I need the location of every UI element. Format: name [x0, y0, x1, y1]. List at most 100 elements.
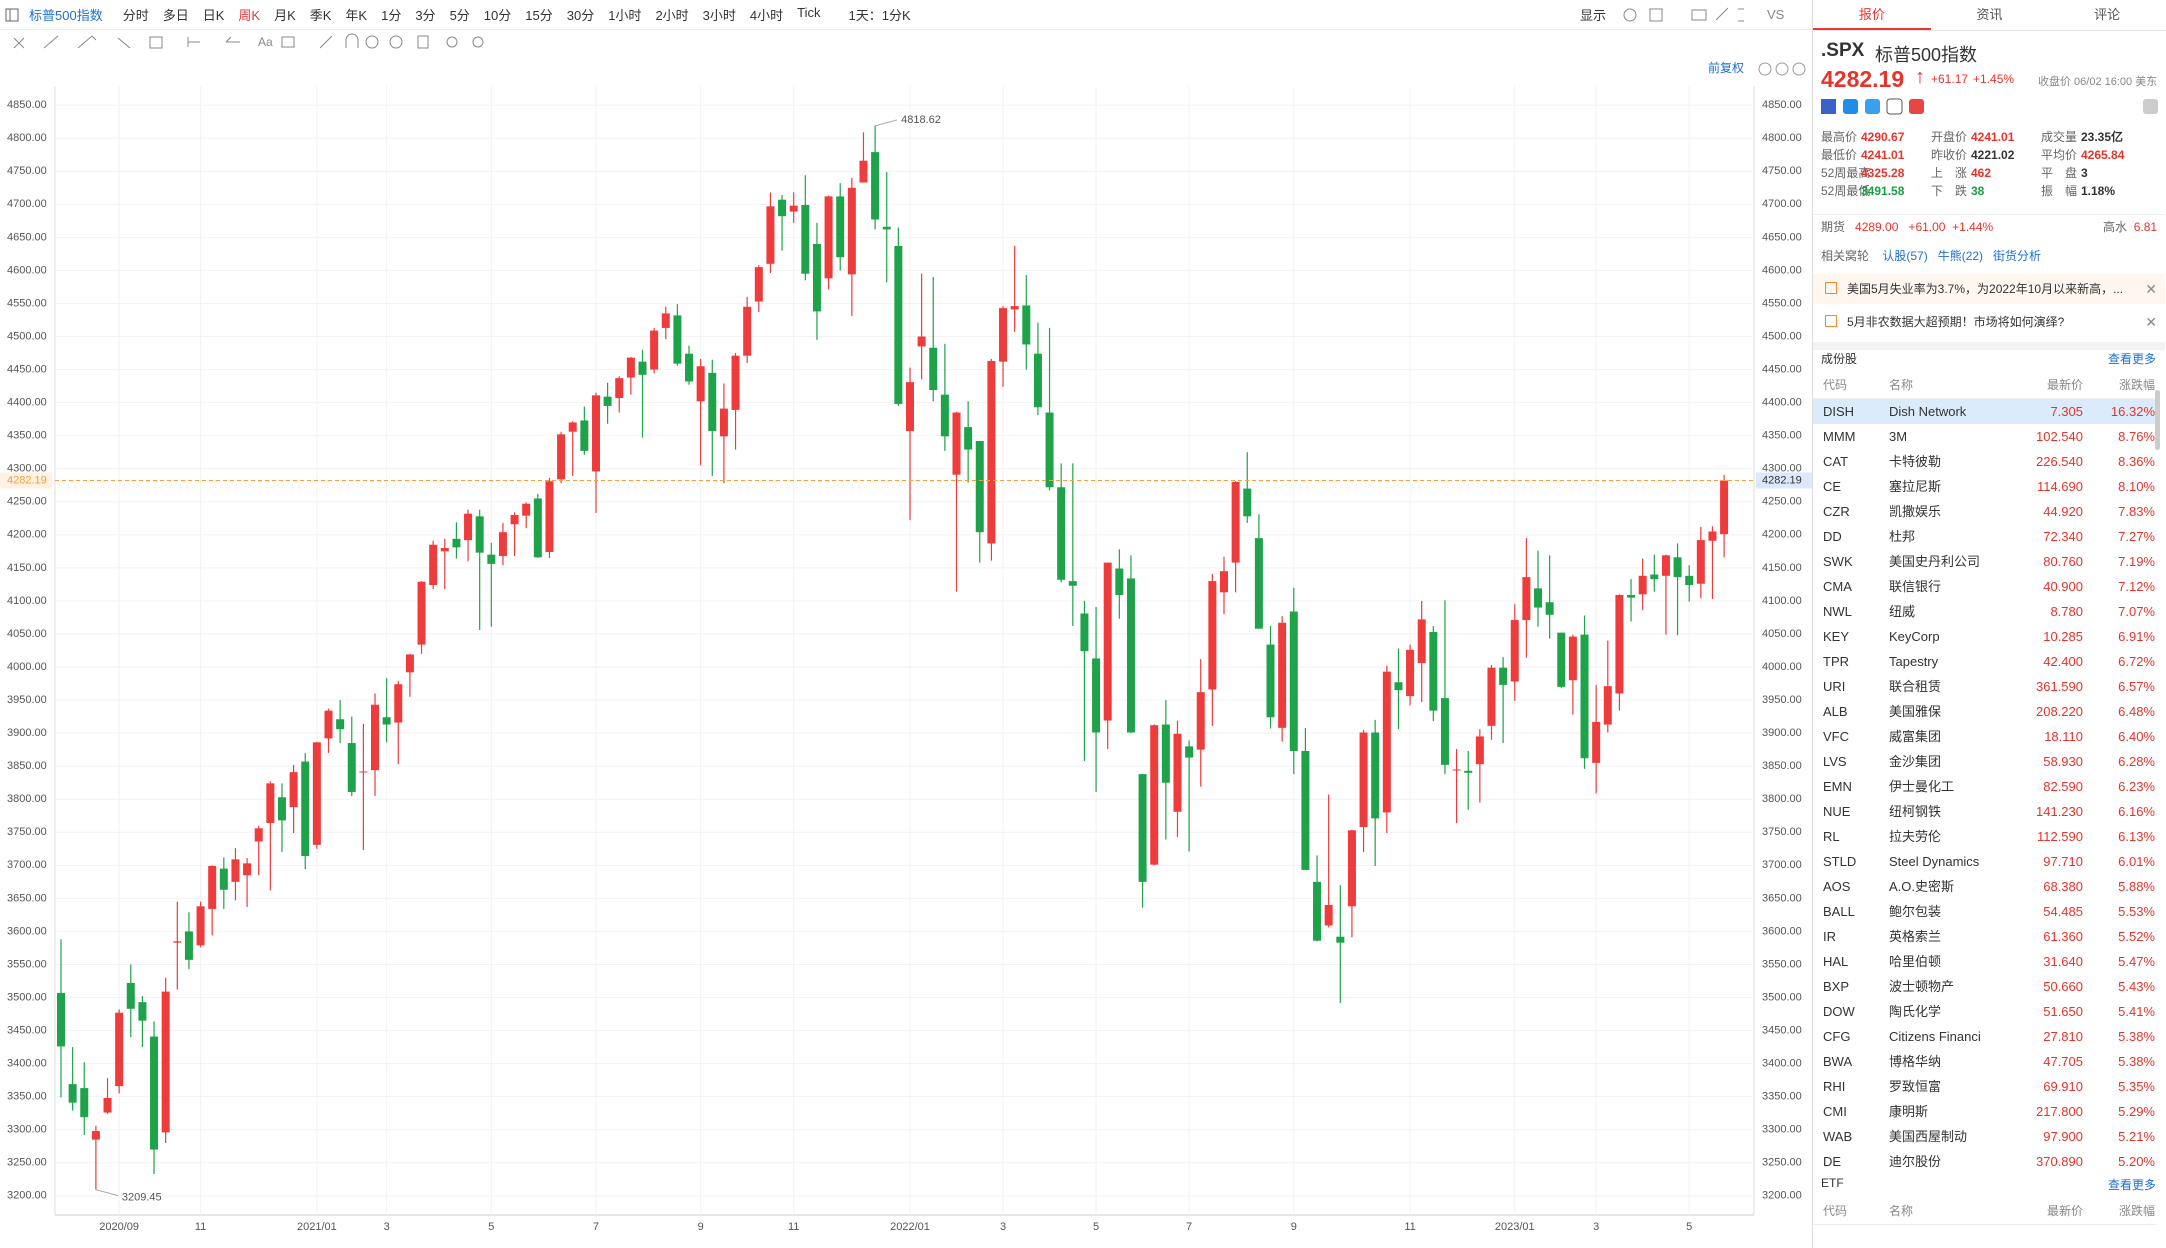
table-row[interactable]: DISH Dish Network 7.305 16.32%	[1813, 399, 2157, 424]
y-tick-label: 4650.00	[7, 231, 47, 243]
cell: 6.28%	[2118, 754, 2155, 769]
table-row[interactable]: RL 拉夫劳伦 112.590 6.13%	[1813, 824, 2157, 849]
warrant-link[interactable]: 牛熊(22)	[1937, 249, 1984, 263]
table-row[interactable]: EMN 伊士曼化工 82.590 6.23%	[1813, 774, 2157, 799]
table-row[interactable]: CE 塞拉尼斯 114.690 8.10%	[1813, 474, 2157, 499]
table-row[interactable]: DOW 陶氏化学 51.650 5.41%	[1813, 999, 2157, 1024]
stat-value: 4325.28	[1861, 166, 1905, 180]
cell: 16.32%	[2110, 404, 2155, 419]
warrants-label: 相关窝轮	[1821, 249, 1870, 263]
display-menu[interactable]: 显示	[1580, 8, 1607, 23]
period-tab[interactable]: 3分	[415, 8, 436, 23]
cell: 6.48%	[2118, 704, 2155, 719]
vs-button[interactable]: VS	[1767, 7, 1785, 22]
period-tab[interactable]: 5分	[449, 8, 470, 23]
period-tab[interactable]: Tick	[797, 5, 821, 20]
cell: 68.380	[2043, 879, 2083, 894]
warrant-link[interactable]: 认股(57)	[1882, 249, 1928, 263]
stat-value: 23.35亿	[2081, 130, 2124, 144]
table-row[interactable]: CFG Citizens Financi 27.810 5.38%	[1813, 1024, 2157, 1049]
period-tab[interactable]: 3小时	[702, 8, 736, 23]
table-row[interactable]: BALL 鲍尔包装 54.485 5.53%	[1813, 899, 2157, 924]
candle-body	[498, 532, 507, 556]
candle-body	[336, 719, 345, 730]
table-row[interactable]: STLD Steel Dynamics 97.710 6.01%	[1813, 849, 2157, 874]
period-tab[interactable]: 季K	[309, 8, 332, 23]
candle-body	[603, 396, 612, 406]
close-icon[interactable]: ✕	[2145, 314, 2157, 330]
candle-body	[754, 267, 763, 302]
period-tab[interactable]: 分时	[122, 8, 149, 23]
period-tab[interactable]: 30分	[566, 8, 595, 23]
cell: ALB	[1823, 704, 1848, 719]
table-row[interactable]: AOS A.O.史密斯 68.380 5.88%	[1813, 874, 2157, 899]
table-row[interactable]: CMI 康明斯 217.800 5.29%	[1813, 1099, 2157, 1124]
close-icon[interactable]: ✕	[2145, 281, 2157, 297]
table-row[interactable]: SWK 美国史丹利公司 80.760 7.19%	[1813, 549, 2157, 574]
table-row[interactable]: BXP 波士顿物产 50.660 5.43%	[1813, 974, 2157, 999]
cell: 美国雅保	[1889, 704, 1942, 719]
candle-body	[324, 710, 333, 739]
table-row[interactable]: VFC 威富集团 18.110 6.40%	[1813, 724, 2157, 749]
table-row[interactable]: ALB 美国雅保 208.220 6.48%	[1813, 699, 2157, 724]
symbol-tab[interactable]: 标普500指数	[29, 8, 103, 23]
futures-change-pct: +1.44%	[1952, 220, 1994, 234]
table-row[interactable]: BWA 博格华纳 47.705 5.38%	[1813, 1049, 2157, 1074]
candle-body	[661, 313, 670, 328]
table-row[interactable]: RHI 罗致恒富 69.910 5.35%	[1813, 1074, 2157, 1099]
cell: 7.12%	[2118, 579, 2155, 594]
stat-value: 4265.84	[2081, 148, 2125, 162]
layout-icon[interactable]	[5, 8, 19, 22]
table-row[interactable]: MMM 3M 102.540 8.76%	[1813, 424, 2157, 449]
price-tag: 4282.19	[7, 474, 47, 486]
candle-body	[824, 196, 833, 279]
y-tick-label: 4100.00	[7, 595, 47, 607]
period-tab[interactable]: 10分	[483, 8, 512, 23]
period-tab[interactable]: 1小时	[608, 8, 642, 23]
table-row[interactable]: NWL 纽威 8.780 7.07%	[1813, 599, 2157, 624]
table-row[interactable]: CZR 凯撒娱乐 44.920 7.83%	[1813, 499, 2157, 524]
table-row[interactable]: NUE 纽柯钢铁 141.230 6.16%	[1813, 799, 2157, 824]
quote-tab[interactable]: 资讯	[1976, 7, 2003, 22]
cell: 370.890	[2036, 1154, 2083, 1169]
warrant-link[interactable]: 街货分析	[1993, 249, 2042, 263]
table-row[interactable]: CMA 联信银行 40.900 7.12%	[1813, 574, 2157, 599]
period-tab[interactable]: 4小时	[749, 8, 784, 23]
y-tick-label: 4000.00	[7, 661, 47, 673]
news-item[interactable]: 5月非农数据大超预期！市场将如何演绎? ✕	[1813, 307, 2165, 337]
period-tab[interactable]: 月K	[274, 8, 296, 23]
period-tab[interactable]: 日K	[202, 8, 225, 23]
table-header: 代码 名称 最新价 涨跌幅	[1813, 1199, 2157, 1225]
table-row[interactable]: DE 迪尔股份 370.890 5.20%	[1813, 1149, 2157, 1174]
candle-body	[1510, 620, 1519, 682]
y-tick-label-right: 3550.00	[1762, 958, 1802, 970]
table-row[interactable]: IR 英格索兰 61.360 5.52%	[1813, 924, 2157, 949]
kline-setting[interactable]: 1天：1分K	[848, 8, 911, 23]
news-item[interactable]: 美国5月失业率为3.7%，为2022年10月以来新高，... ✕	[1813, 274, 2165, 304]
period-tab[interactable]: 年K	[345, 8, 368, 23]
toolbar-icons[interactable]	[1620, 5, 1760, 25]
table-row[interactable]: URI 联合租赁 361.590 6.57%	[1813, 674, 2157, 699]
stat-label: 下 跌	[1931, 184, 1968, 198]
quote-tab[interactable]: 报价	[1813, 0, 1931, 30]
table-row[interactable]: WAB 美国西屋制动 97.900 5.21%	[1813, 1124, 2157, 1149]
period-tab[interactable]: 周K	[238, 8, 261, 23]
table-row[interactable]: DD 杜邦 72.340 7.27%	[1813, 524, 2157, 549]
period-tab[interactable]: 1分	[381, 8, 402, 23]
y-tick-label: 3900.00	[7, 727, 47, 739]
more-link[interactable]: 查看更多	[2108, 352, 2157, 366]
period-tab[interactable]: 2小时	[655, 8, 689, 23]
cell: BALL	[1823, 904, 1855, 919]
period-tab[interactable]: 多日	[162, 8, 189, 23]
table-row[interactable]: LVS 金沙集团 58.930 6.28%	[1813, 749, 2157, 774]
table-row[interactable]: HAL 哈里伯顿 31.640 5.47%	[1813, 949, 2157, 974]
table-row[interactable]: TPR Tapestry 42.400 6.72%	[1813, 649, 2157, 674]
etf-more-link[interactable]: 查看更多	[2108, 1178, 2157, 1192]
adjust-button[interactable]: 前复权	[1708, 60, 1744, 75]
table-row[interactable]: CAT 卡特彼勒 226.540 8.36%	[1813, 449, 2157, 474]
period-tab[interactable]: 15分	[525, 8, 553, 23]
candle-body	[1115, 568, 1124, 595]
quote-tab[interactable]: 评论	[2094, 7, 2121, 22]
table-row[interactable]: KEY KeyCorp 10.285 6.91%	[1813, 624, 2157, 649]
candle-body	[1092, 658, 1101, 733]
